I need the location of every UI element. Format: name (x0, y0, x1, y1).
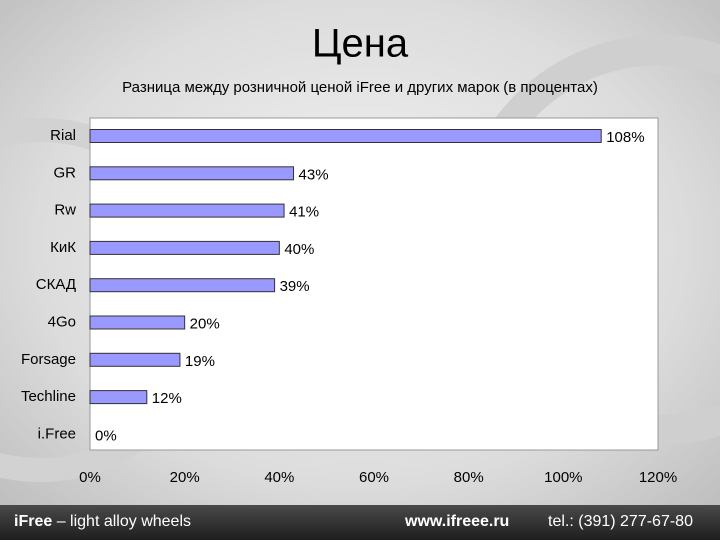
y-tick-label: КиК (50, 239, 76, 256)
x-tick-label: 20% (170, 469, 200, 486)
y-tick-label: Forsage (21, 351, 76, 368)
y-tick-label: Rial (50, 127, 76, 144)
y-tick-label: Techline (21, 388, 76, 405)
footer-phone: tel.: (391) 277-67-80 (548, 513, 693, 530)
bar (89, 203, 285, 218)
footer-tagline: – light alloy wheels (57, 513, 191, 530)
value-label: 20% (190, 315, 220, 332)
y-tick-label: i.Free (38, 425, 76, 442)
bar (89, 129, 602, 143)
value-label: 40% (284, 241, 314, 258)
value-label: 41% (289, 204, 319, 221)
x-tick-label: 120% (639, 469, 677, 486)
y-tick-label: 4Go (48, 313, 76, 330)
y-tick-label: СКАД (36, 276, 76, 293)
chart-subtitle: Разница между розничной ценой iFree и др… (122, 79, 598, 96)
y-tick-label: GR (54, 164, 77, 181)
footer-website: www.ifreee.ru (404, 513, 509, 530)
value-label: 12% (152, 390, 182, 407)
footer-text: iFree – light alloy wheels (14, 513, 191, 530)
x-tick-label: 100% (544, 469, 582, 486)
footer-brand: iFree (14, 513, 52, 530)
x-tick-label: 80% (454, 469, 484, 486)
y-tick-label: Rw (54, 202, 76, 219)
value-label: 19% (185, 353, 215, 370)
x-tick-label: 40% (264, 469, 294, 486)
x-tick-label: 60% (359, 469, 389, 486)
value-label: 39% (280, 278, 310, 295)
value-label: 108% (606, 129, 644, 146)
x-tick-label: 0% (79, 469, 101, 486)
value-label: 43% (299, 166, 329, 183)
bar (89, 352, 181, 367)
bar (89, 240, 280, 255)
bar (89, 390, 148, 405)
bar (89, 166, 295, 181)
value-label: 0% (95, 427, 117, 444)
bar (89, 278, 276, 293)
slide-title: Цена (312, 22, 409, 66)
bar (89, 315, 186, 330)
footer-bar (0, 505, 720, 540)
